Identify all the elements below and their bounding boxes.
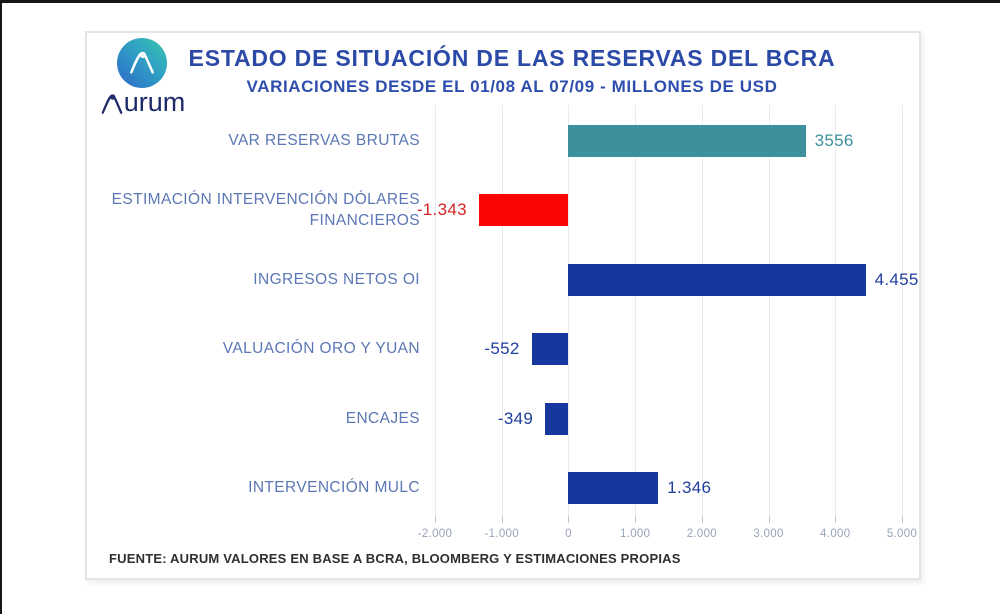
x-tick-mark: [568, 516, 570, 523]
bar-value-label: -1.343: [416, 200, 467, 220]
gridline: [568, 105, 570, 522]
category-label: ENCAJES: [345, 409, 420, 427]
aurum-wordmark: urum: [92, 89, 192, 116]
page-title: ESTADO DE SITUACIÓN DE LAS RESERVAS DEL …: [188, 45, 836, 71]
bar: [568, 263, 866, 296]
category-label: ESTIMACIÓN INTERVENCIÓN DÓLARES FINANCIE…: [111, 191, 420, 229]
x-tick-label: -1.000: [484, 528, 519, 540]
x-tick-label: 4.000: [820, 528, 851, 540]
gridline: [635, 105, 637, 522]
category-label: INGRESOS NETOS OI: [253, 270, 420, 288]
header: ESTADO DE SITUACIÓN DE LAS RESERVAS DEL …: [182, 45, 842, 97]
x-tick-mark: [835, 516, 837, 523]
x-tick-label: 2.000: [686, 528, 717, 540]
aurum-wordmark-text: urum: [123, 87, 186, 117]
x-tick-mark: [435, 516, 436, 523]
bar: [568, 472, 659, 504]
gridline: [435, 105, 436, 522]
bar: [545, 402, 569, 435]
x-tick-mark: [501, 516, 503, 523]
bar-value-label: -349: [497, 408, 534, 428]
x-tick-mark: [902, 516, 903, 523]
x-tick-label: 0: [565, 528, 572, 540]
source-note: FUENTE: AURUM VALORES EN BASE A BCRA, BL…: [109, 551, 681, 566]
bar: [568, 125, 806, 157]
x-tick-mark: [768, 516, 770, 523]
category-label: VALUACIÓN ORO Y YUAN: [222, 340, 420, 358]
page-subtitle: VARIACIONES DESDE EL 01/08 AL 07/09 - MI…: [246, 77, 778, 96]
bar: [531, 333, 569, 366]
gridline: [768, 105, 770, 522]
x-tick-mark: [701, 516, 703, 523]
category-label: VAR RESERVAS BRUTAS: [228, 131, 420, 149]
x-tick-label: 5.000: [886, 528, 918, 540]
x-tick-label: -2.000: [417, 528, 453, 540]
chart-card: urum ESTADO DE SITUACIÓN DE LAS RESERVAS…: [85, 31, 921, 580]
bar-value-label: 1.346: [667, 478, 712, 497]
bar-value-label: 4.455: [874, 269, 919, 289]
gridline: [835, 105, 837, 522]
screen-frame-top-line: [0, 0, 1000, 3]
x-tick-mark: [635, 516, 637, 523]
aurum-logo: urum: [92, 38, 192, 116]
bar-value-label: -552: [484, 339, 520, 359]
gridline: [501, 105, 503, 522]
bar: [478, 194, 569, 227]
screen-frame-left-line: [0, 0, 2, 614]
gridline: [701, 105, 703, 522]
x-tick-label: 1.000: [620, 528, 651, 540]
aurum-logo-badge: [117, 38, 167, 88]
bar-value-label: 3556: [814, 131, 854, 150]
x-tick-label: 3.000: [753, 528, 784, 540]
aurum-wordmark-a-glyph: [101, 94, 123, 114]
aurum-a-loop-icon: [130, 51, 154, 74]
gridline: [902, 105, 903, 522]
category-label: INTERVENCIÓN MULC: [248, 478, 420, 496]
